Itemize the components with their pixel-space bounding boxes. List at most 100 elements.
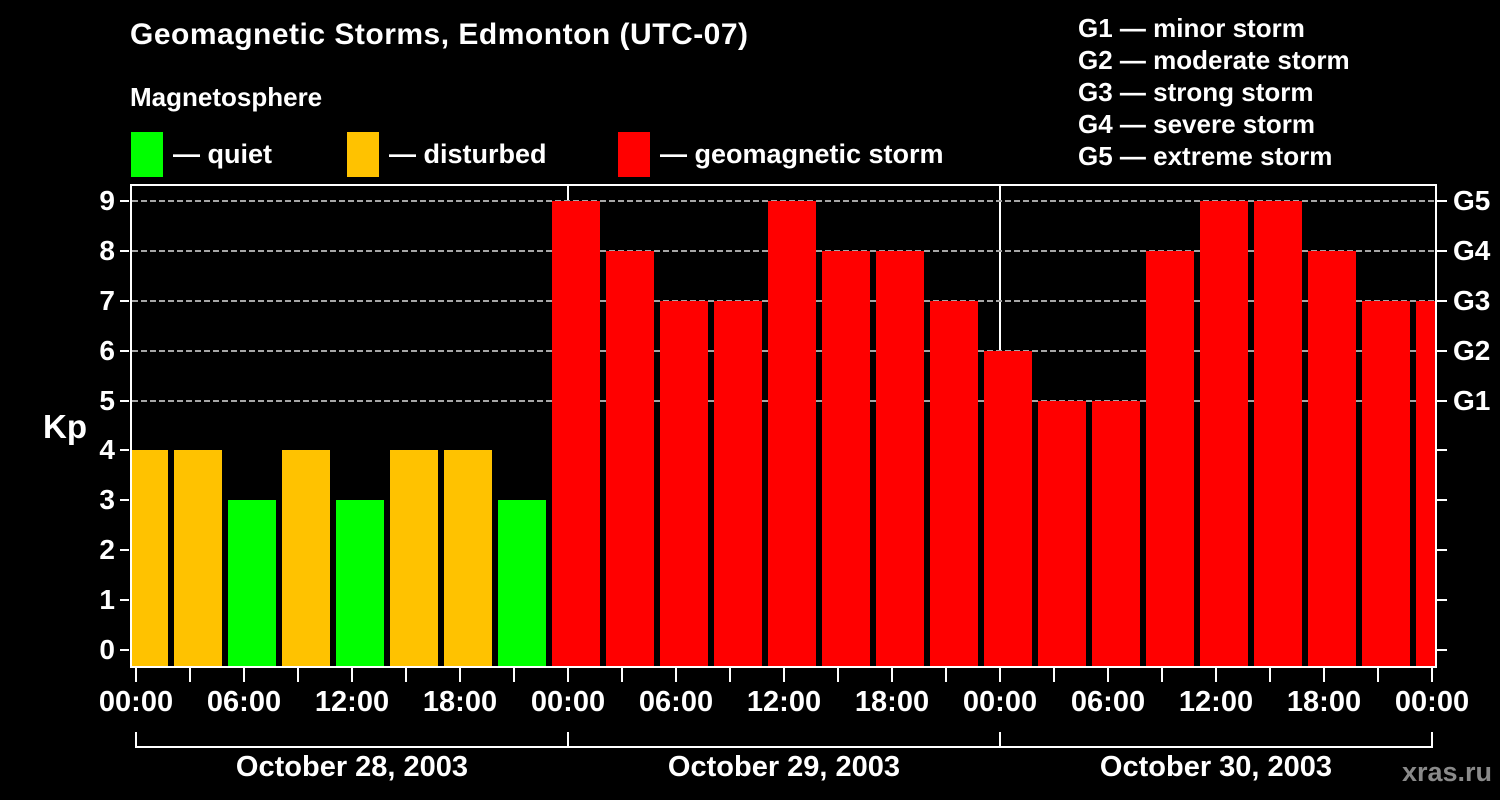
kp-bar [1415,300,1435,666]
right-tick [1437,549,1447,552]
x-tick [567,668,569,682]
date-bracket-line [135,746,1433,748]
g-scale-label: G5 [1453,184,1491,216]
x-tick-label: 00:00 [98,686,174,718]
y-tick-label: 0 [99,634,115,665]
right-tick [1437,449,1447,452]
x-tick [189,668,191,682]
y-tick [120,299,129,302]
x-tick [837,668,839,682]
x-tick [891,668,893,682]
x-tick-label: 00:00 [530,686,606,718]
y-tick-label: 6 [99,334,115,366]
right-tick [1437,399,1447,402]
x-tick [1053,668,1055,682]
y-tick-label: 8 [99,234,115,266]
legend-label: — quiet [173,138,272,169]
kp-bar [1253,200,1302,666]
legend-swatch-quiet [131,131,163,177]
kp-bar-chart [130,184,1437,668]
x-tick [729,668,731,682]
x-tick [135,668,137,682]
x-tick [1431,668,1433,682]
kp-bar [713,300,762,666]
x-tick [243,668,245,682]
kp-bar [389,450,438,666]
kp-bar [767,200,816,666]
y-tick [120,549,129,552]
right-tick [1437,649,1447,651]
kp-bar [1361,300,1410,666]
x-tick-label: 12:00 [1178,686,1254,718]
x-tick [513,668,515,682]
kp-bar [335,500,384,666]
date-bracket-tick [999,732,1001,748]
x-tick [945,668,947,682]
y-tick-label: 1 [99,584,115,616]
g-scale-label: G1 [1453,384,1491,416]
y-tick-label: 4 [99,434,115,466]
x-tick [675,668,677,682]
kp-bar [1037,400,1086,666]
x-tick [405,668,407,682]
kp-bar [1307,250,1356,666]
kp-bar [443,450,492,666]
g-scale-legend: G1 — minor storm G2 — moderate storm G3 — … [1078,12,1350,172]
kp-bar [821,250,870,666]
x-tick-label: 00:00 [1394,686,1470,718]
page-title: Geomagnetic Storms, Edmonton (UTC-07) [130,18,749,51]
x-tick [999,668,1001,682]
x-tick-label: 00:00 [962,686,1038,718]
legend-label: — disturbed [389,138,547,169]
g-scale-label: G2 [1453,334,1491,366]
kp-bar [1091,400,1140,666]
legend-item-quiet: — quiet [131,131,272,177]
x-tick [297,668,299,682]
right-tick [1437,299,1447,302]
x-tick [1107,668,1109,682]
x-tick [1377,668,1379,682]
legend-swatch-storm [618,131,650,177]
legend-item-disturbed: — disturbed [347,131,547,177]
x-tick [1161,668,1163,682]
y-tick [120,599,129,602]
magnetosphere-label: Magnetosphere [130,82,323,112]
x-tick-label: 18:00 [854,686,930,718]
kp-bar [983,350,1032,666]
g-scale-label: G4 [1453,234,1491,266]
kp-bar [551,200,600,666]
x-tick-label: 12:00 [314,686,390,718]
x-tick-label: 18:00 [1286,686,1362,718]
y-tick [120,199,129,202]
right-tick [1437,599,1447,602]
kp-bar [497,500,546,666]
x-tick-label: 12:00 [746,686,822,718]
y-tick [120,449,129,452]
date-label: October 30, 2003 [1099,751,1333,783]
y-axis-title: Kp [43,408,87,445]
y-tick-label: 3 [99,484,115,516]
x-tick-label: 06:00 [1070,686,1146,718]
y-tick [120,349,129,352]
kp-bar [875,250,924,666]
date-bracket-tick [1431,732,1433,748]
y-tick [120,399,129,402]
right-tick [1437,499,1447,502]
g-legend-line: G4 — severe storm [1078,109,1316,139]
kp-bar [1145,250,1194,666]
g-scale-label: G3 [1453,284,1491,316]
right-tick [1437,249,1447,252]
kp-bar [227,500,276,666]
x-tick [351,668,353,682]
x-tick [1323,668,1325,682]
kp-bar [929,300,978,666]
kp-bar [605,250,654,666]
x-tick [1215,668,1217,682]
date-bracket-tick [135,732,137,748]
right-tick [1437,349,1447,352]
y-tick [120,649,129,651]
legend-label: — geomagnetic storm [660,138,944,169]
legend-item-storm: — geomagnetic storm [618,131,944,177]
y-tick-label: 7 [99,284,115,316]
watermark: xras.ru [1401,757,1492,787]
